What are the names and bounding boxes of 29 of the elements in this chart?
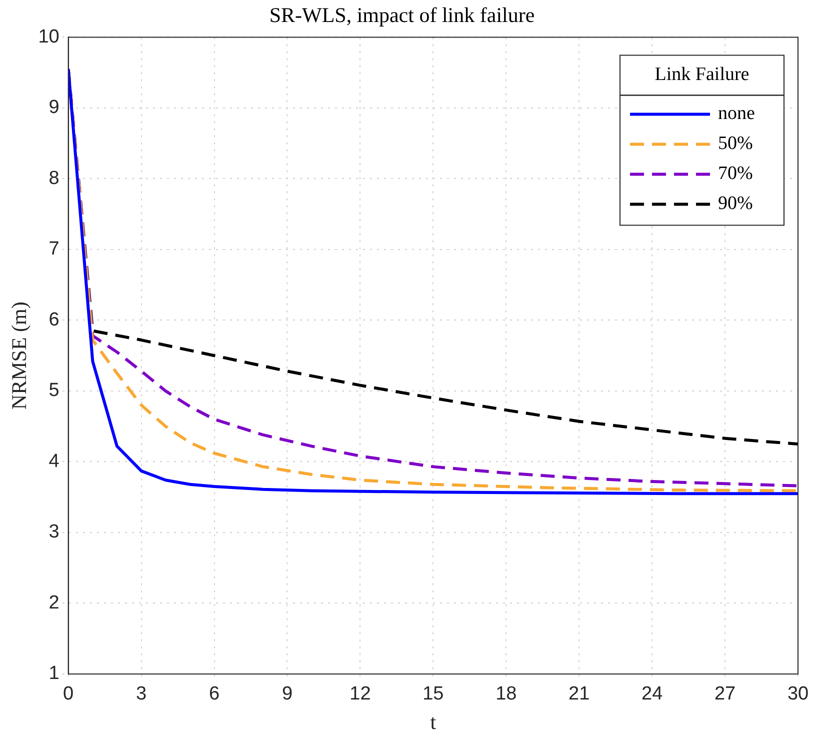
x-tick-label: 3: [136, 684, 147, 705]
x-tick-label: 18: [496, 684, 517, 705]
x-tick-label: 15: [422, 684, 444, 705]
y-tick-label: 3: [48, 522, 60, 543]
chart-title: SR-WLS, impact of link failure: [269, 3, 535, 28]
y-tick-label: 8: [48, 168, 60, 189]
x-tick-label: 6: [208, 684, 220, 705]
x-tick-label: 9: [282, 684, 293, 705]
y-axis-title: NRMSE (m): [7, 302, 32, 410]
y-tick-label: 10: [38, 26, 60, 48]
x-tick-label: 24: [641, 684, 664, 705]
y-tick-label: 6: [48, 309, 60, 330]
legend-title: Link Failure: [654, 64, 750, 86]
y-tick-label: 2: [48, 592, 60, 614]
legend-label: 90%: [718, 193, 753, 214]
y-tick-label: 5: [48, 380, 60, 402]
x-tick-label: 12: [350, 684, 371, 705]
legend-label: 50%: [718, 133, 753, 154]
y-tick-label: 4: [48, 450, 60, 472]
x-tick-label: 27: [714, 684, 736, 705]
x-tick-label: 21: [568, 684, 590, 705]
y-tick-label: 9: [48, 97, 60, 118]
y-tick-label: 1: [48, 663, 60, 684]
x-axis-title: t: [430, 710, 436, 734]
legend-label: none: [718, 103, 755, 124]
x-tick-label: 30: [787, 684, 809, 705]
y-tick-label: 7: [48, 238, 60, 260]
x-tick-label: 0: [63, 684, 74, 705]
legend-label: 70%: [718, 163, 753, 184]
